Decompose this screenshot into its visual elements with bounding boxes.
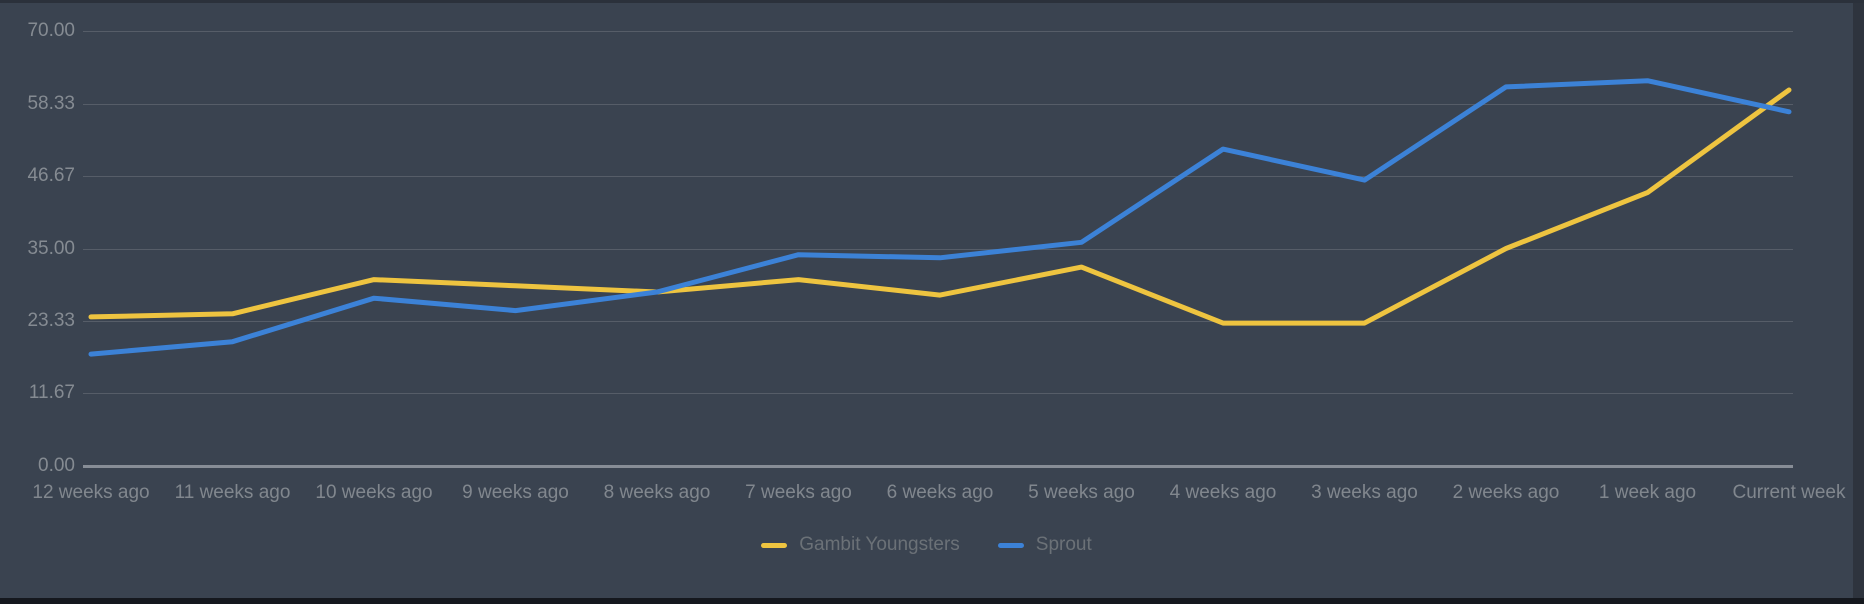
y-tick-label: 0.00 <box>38 455 75 476</box>
gridline <box>83 393 1793 394</box>
chart-panel <box>0 3 1853 598</box>
y-tick-label: 70.00 <box>27 20 75 41</box>
x-tick-label: 6 weeks ago <box>886 482 994 503</box>
gridline <box>83 249 1793 250</box>
y-tick-label: 11.67 <box>28 382 75 403</box>
gridline <box>83 321 1793 322</box>
x-tick-label: 7 weeks ago <box>745 482 852 503</box>
gridline <box>83 104 1793 105</box>
y-tick-label: 58.33 <box>27 93 75 114</box>
x-tick-label: 3 weeks ago <box>1311 482 1418 503</box>
x-tick-label: 1 week ago <box>1598 482 1697 503</box>
y-tick-label: 46.67 <box>27 165 75 186</box>
series-line-sprout <box>88 78 1792 357</box>
x-tick-label: 9 weeks ago <box>462 482 569 503</box>
x-tick-label: 4 weeks ago <box>1169 482 1277 503</box>
page-bottom-bar <box>0 598 1864 604</box>
legend-label: Gambit Youngsters <box>799 534 960 555</box>
x-tick-label: Current week <box>1732 482 1846 503</box>
legend-label: Sprout <box>1035 534 1092 555</box>
page-top-edge <box>0 0 1864 3</box>
x-tick-label: 8 weeks ago <box>603 482 711 503</box>
legend-color-dash <box>761 542 788 548</box>
x-axis-line <box>83 465 1793 468</box>
gridline <box>83 31 1793 32</box>
x-tick-label: 2 weeks ago <box>1452 482 1560 503</box>
x-tick-label: 11 weeks ago <box>174 482 291 503</box>
x-tick-label: 12 weeks ago <box>32 482 150 503</box>
series-line-gambit-youngsters <box>88 87 1792 326</box>
chart-legend: Gambit Youngsters Sprout <box>0 534 1853 556</box>
y-tick-label: 35.00 <box>27 238 75 259</box>
x-tick-label: 10 weeks ago <box>315 482 433 503</box>
legend-item-gambit-youngsters[interactable]: Gambit Youngsters <box>761 534 960 556</box>
legend-color-dash <box>997 542 1024 548</box>
x-tick-label: 5 weeks ago <box>1028 482 1135 503</box>
legend-item-sprout[interactable]: Sprout <box>997 534 1092 556</box>
y-tick-label: 23.33 <box>27 310 75 331</box>
gridline <box>83 176 1793 177</box>
